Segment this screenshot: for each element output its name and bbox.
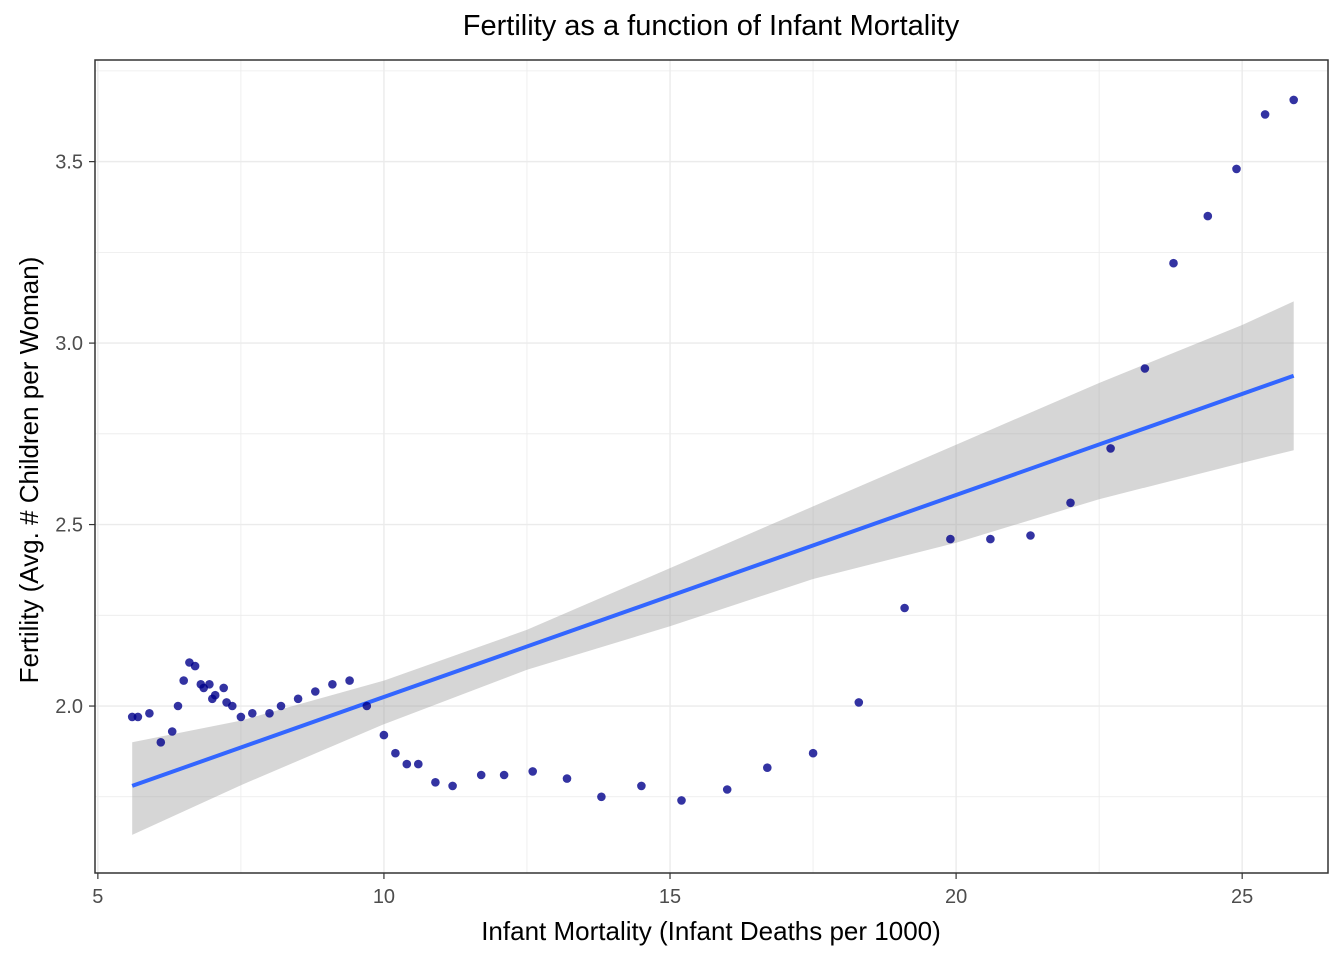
confidence-band-layer [132, 301, 1294, 835]
data-point [219, 683, 228, 693]
data-point [145, 709, 154, 718]
data-point [173, 701, 183, 711]
data-point [946, 534, 955, 544]
y-axis-ticks: 2.0 2.5 3.0 3.5 [55, 152, 95, 718]
data-point [345, 676, 354, 685]
data-point [900, 603, 909, 613]
data-point [1169, 258, 1178, 268]
data-point [1140, 364, 1150, 373]
x-tick-label: 15 [659, 886, 681, 908]
data-point [391, 748, 400, 758]
data-point [205, 680, 214, 689]
y-tick-label: 3.5 [55, 152, 83, 174]
data-point [156, 738, 166, 747]
confidence-band [132, 301, 1294, 835]
data-point [763, 763, 772, 772]
data-point [637, 781, 646, 791]
data-point [276, 701, 286, 711]
x-axis-title: Infant Mortality (Infant Deaths per 1000… [481, 916, 941, 946]
data-point [248, 709, 257, 718]
x-axis-ticks: 5 10 15 20 25 [92, 873, 1253, 908]
data-point [499, 770, 509, 780]
data-point [414, 759, 423, 769]
data-point [379, 730, 389, 740]
panel-border [94, 59, 1329, 874]
data-point [228, 701, 237, 711]
x-tick-label: 5 [92, 886, 103, 908]
data-point [1066, 498, 1075, 508]
data-point [528, 767, 537, 776]
data-point [328, 680, 337, 689]
y-tick-label: 2.5 [55, 515, 83, 537]
data-point [854, 698, 864, 707]
data-point [265, 709, 274, 718]
data-point [431, 778, 440, 787]
data-point [476, 770, 486, 780]
y-axis-title: Fertility (Avg. # Children per Woman) [14, 257, 44, 684]
y-tick-label: 3.0 [55, 333, 83, 355]
data-point [1289, 95, 1298, 105]
data-point [402, 759, 412, 769]
data-point [362, 701, 372, 711]
regression-line [131, 373, 1295, 788]
data-point [808, 748, 818, 758]
data-point [1260, 110, 1270, 119]
data-point [133, 712, 143, 722]
data-point [179, 676, 188, 685]
data-point [210, 690, 220, 700]
x-tick-label: 20 [945, 886, 967, 908]
data-point [677, 796, 686, 805]
data-point [1232, 164, 1241, 174]
data-point [311, 687, 320, 696]
y-tick-label: 2.0 [55, 696, 83, 718]
data-point [236, 712, 246, 722]
grid-minor [95, 60, 1328, 873]
fit-line-layer [131, 373, 1295, 788]
data-point [1106, 444, 1115, 453]
x-tick-label: 25 [1231, 886, 1253, 908]
chart-title: Fertility as a function of Infant Mortal… [462, 10, 960, 42]
data-point [167, 727, 177, 736]
data-point [190, 661, 200, 671]
points-layer [127, 95, 1298, 805]
data-point [1203, 211, 1213, 221]
data-point [722, 785, 732, 794]
data-point [448, 781, 457, 791]
data-point [293, 694, 303, 704]
x-tick-label: 10 [373, 886, 395, 908]
data-point [1026, 531, 1035, 540]
data-point [986, 534, 995, 544]
data-point [562, 774, 572, 783]
data-point [597, 792, 606, 802]
